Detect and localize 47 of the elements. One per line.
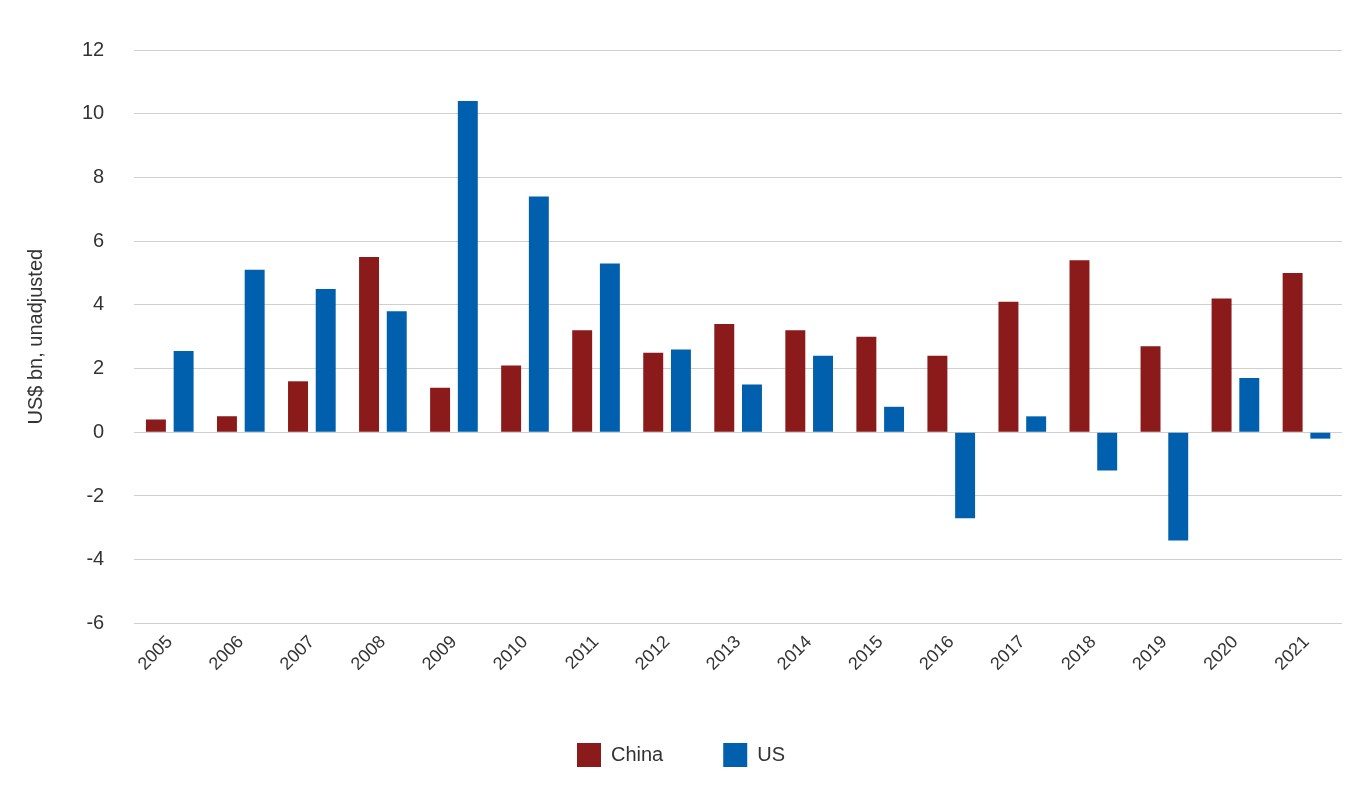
- bar: [884, 406, 905, 432]
- bar: [1140, 346, 1161, 432]
- y-tick-label: -6: [86, 610, 105, 633]
- bar: [173, 351, 194, 432]
- bar: [714, 323, 735, 432]
- y-tick-label: 12: [82, 37, 105, 60]
- y-tick-label: 8: [93, 164, 105, 187]
- bar: [288, 381, 308, 432]
- bar: [528, 196, 549, 432]
- bar: [145, 419, 166, 432]
- bar: [927, 355, 948, 432]
- bar: [955, 432, 976, 519]
- bar: [1211, 298, 1232, 432]
- bar: [572, 330, 593, 432]
- bar: [457, 100, 478, 432]
- bar: [430, 387, 451, 432]
- y-axis-title: US$ bn, unadjusted: [23, 248, 46, 425]
- bar: [643, 352, 664, 432]
- bar: [1239, 378, 1260, 432]
- bar: [599, 263, 620, 432]
- bar: [1282, 272, 1303, 432]
- bar: [501, 365, 522, 432]
- legend-label: US: [757, 742, 786, 765]
- bar: [216, 416, 237, 432]
- bar: [1069, 260, 1090, 432]
- y-tick-label: 0: [93, 419, 105, 442]
- y-tick-label: -4: [86, 547, 105, 570]
- bar: [386, 311, 407, 432]
- y-tick-label: 2: [93, 356, 105, 379]
- bar: [998, 301, 1019, 432]
- bar: [1097, 432, 1118, 471]
- bar: [1026, 416, 1047, 432]
- bar: [813, 355, 833, 432]
- bar: [1168, 432, 1189, 541]
- bar: [670, 349, 691, 432]
- y-tick-label: 10: [82, 101, 105, 124]
- bar: [856, 336, 877, 432]
- y-tick-label: 4: [93, 292, 105, 315]
- y-tick-label: -2: [86, 483, 105, 506]
- legend-label: China: [610, 742, 665, 765]
- bar: [785, 330, 806, 432]
- bar: [244, 269, 265, 432]
- y-tick-label: 6: [93, 228, 105, 251]
- bar: [742, 384, 762, 432]
- bar: [359, 257, 380, 432]
- bar: [1310, 432, 1331, 439]
- bar: [315, 288, 336, 432]
